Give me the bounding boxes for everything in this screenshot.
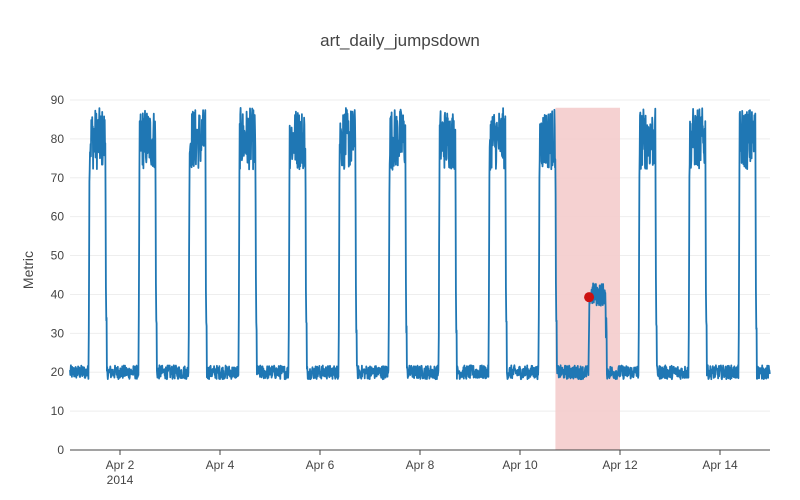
x-tick-label: Apr 4 (206, 458, 235, 472)
x-tick-label: Apr 12 (602, 458, 638, 472)
series-line (69, 107, 771, 381)
anomaly-region-layer (555, 107, 620, 451)
y-tick-label: 0 (57, 443, 64, 457)
x-tick-label: Apr 10 (502, 458, 538, 472)
y-tick-label: 70 (51, 171, 65, 185)
y-axis-title: Metric (20, 251, 36, 289)
anomaly-point-layer (584, 292, 595, 303)
x-tick-label: Apr 2 (106, 458, 135, 472)
chart-title: art_daily_jumpsdown (320, 31, 480, 50)
y-tick-label: 30 (51, 326, 65, 340)
y-tick-label: 90 (51, 93, 65, 107)
anomaly-region (555, 107, 620, 451)
x-tick-label: Apr 14 (702, 458, 738, 472)
y-tick-label: 60 (51, 210, 65, 224)
x-tick-sublabel: 2014 (107, 473, 134, 487)
grid (70, 99, 770, 412)
series-layer (69, 107, 771, 381)
y-tick-label: 80 (51, 132, 65, 146)
x-tick-label: Apr 6 (306, 458, 335, 472)
y-tick-label: 50 (51, 249, 65, 263)
x-tick-label: Apr 8 (406, 458, 435, 472)
y-tick-label: 20 (51, 365, 65, 379)
y-tick-label: 40 (51, 287, 65, 301)
y-tick-label: 10 (51, 404, 65, 418)
anomaly-point (584, 292, 595, 303)
